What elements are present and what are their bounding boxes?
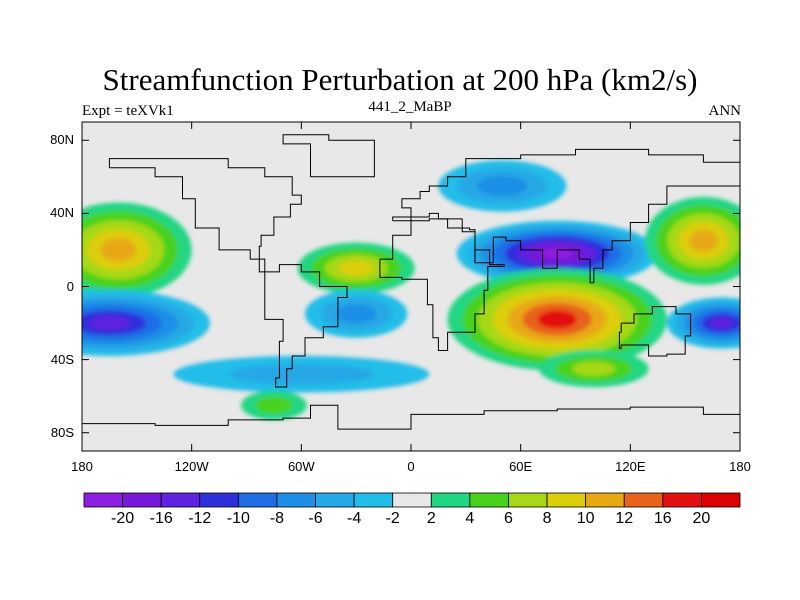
colorbar-label: -12: [188, 510, 212, 527]
coastline-segment: [392, 148, 740, 284]
colorbar-label: 8: [542, 510, 552, 527]
colorbar-swatch: [122, 492, 162, 508]
colorbar-swatch: [315, 492, 355, 508]
contour-band: [537, 310, 577, 329]
colorbar-swatch: [701, 492, 741, 508]
coastline-segment: [379, 218, 505, 351]
coastline-segment: [618, 306, 692, 357]
plot-background: [82, 122, 740, 451]
colorbar-swatch: [585, 492, 625, 508]
contour-band: [477, 175, 528, 197]
map-title: Streamfunction Perturbation at 200 hPa (…: [102, 62, 698, 97]
contour-band: [100, 238, 137, 262]
colorbar-swatch: [276, 492, 316, 508]
colorbar-label: 6: [504, 510, 513, 527]
colorbar-label: 4: [465, 510, 475, 527]
colorbar-label: -16: [149, 510, 173, 527]
contour-band: [229, 363, 374, 385]
colorbar-swatch: [83, 492, 123, 508]
colorbar: [83, 492, 741, 508]
colorbar-swatch: [508, 492, 548, 508]
colorbar-swatch: [392, 492, 432, 508]
colorbar-swatch: [662, 492, 702, 508]
coastline: [82, 134, 740, 430]
experiment-label: Expt = teXVk1: [82, 103, 174, 119]
colorbar-label: -4: [346, 510, 362, 527]
colorbar-label: 12: [615, 510, 634, 527]
case-label: 441_2_MaBP: [368, 99, 452, 115]
colorbar-label: 20: [692, 510, 711, 527]
colorbar-label: 10: [576, 510, 595, 527]
y-tick-label: 40S: [50, 351, 74, 367]
colorbar-swatch: [430, 492, 471, 508]
colorbar-label: -2: [385, 510, 400, 527]
contour-band: [572, 361, 616, 376]
season-label: ANN: [708, 103, 742, 119]
colorbar-swatch: [199, 492, 239, 508]
colorbar-swatch: [469, 492, 509, 508]
colorbar-swatch: [237, 492, 278, 508]
colorbar-label: -6: [308, 510, 323, 527]
colorbar-label: 16: [653, 510, 672, 527]
colorbar-swatch: [546, 492, 587, 508]
colorbar-swatch: [623, 492, 664, 508]
y-tick-label: 40N: [50, 205, 74, 221]
contour-band: [88, 316, 131, 330]
x-tick-label: 60E: [509, 459, 533, 474]
colorbar-label: 2: [426, 510, 436, 527]
y-tick-label: 80N: [50, 132, 74, 148]
x-tick-label: 120W: [174, 459, 209, 474]
colorbar-label: -20: [111, 510, 135, 527]
colorbar-label: -10: [226, 510, 250, 527]
colorbar-label: -8: [269, 510, 285, 527]
x-tick-label: 180: [729, 459, 751, 474]
x-tick-label: 0: [407, 459, 415, 474]
x-tick-label: 180: [71, 459, 93, 474]
coastline-segment: [264, 264, 348, 388]
coastline-segment: [108, 158, 302, 273]
colorbar-swatch: [353, 492, 394, 508]
contour-band: [710, 317, 734, 329]
axis-ticks: [81, 122, 741, 451]
y-tick-label: 0: [66, 278, 74, 294]
coastline-segment: [82, 404, 740, 430]
colorbar-swatch: [160, 492, 201, 508]
coastline-segment: [282, 134, 375, 178]
contour-band: [335, 304, 377, 324]
contour-band: [338, 260, 374, 276]
x-tick-label: 60W: [287, 459, 315, 474]
contour-band: [255, 397, 293, 414]
y-tick-label: 80S: [50, 424, 74, 440]
x-tick-label: 120E: [615, 459, 646, 474]
contour-band: [689, 230, 718, 252]
